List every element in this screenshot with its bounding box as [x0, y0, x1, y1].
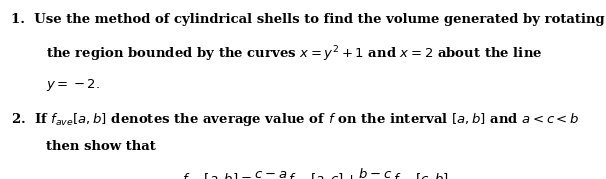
Text: $y = -2.$: $y = -2.$ — [46, 77, 100, 93]
Text: then show that: then show that — [46, 140, 156, 153]
Text: the region bounded by the curves $x = y^2 + 1$ and $x = 2$ about the line: the region bounded by the curves $x = y^… — [46, 45, 542, 64]
Text: 2.  If $f_{ave}[a, b]$ denotes the average value of $f$ on the interval $[a, b]$: 2. If $f_{ave}[a, b]$ denotes the averag… — [11, 111, 579, 128]
Text: 1.  Use the method of cylindrical shells to find the volume generated by rotatin: 1. Use the method of cylindrical shells … — [11, 13, 605, 26]
Text: $f_{ave}[a, b] = \dfrac{c - a}{b - a}f_{ave}[a, c] + \dfrac{b - c}{b - a}f_{ave}: $f_{ave}[a, b] = \dfrac{c - a}{b - a}f_{… — [182, 166, 449, 179]
